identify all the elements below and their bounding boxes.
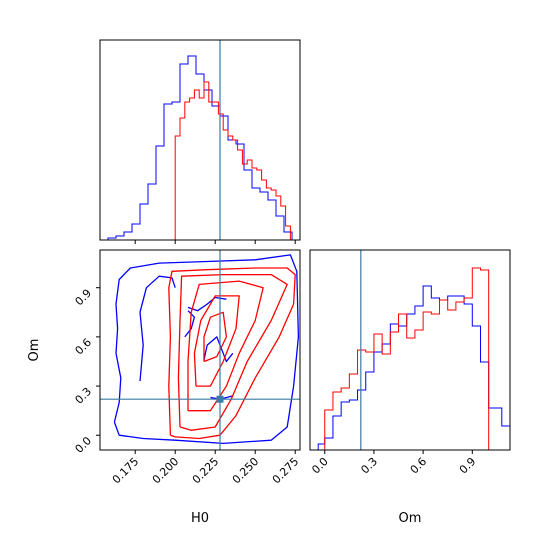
- om-y-tick-label: 0.0: [73, 434, 95, 456]
- contour-red-1: [177, 273, 288, 431]
- h0-tick-label: 0.175: [110, 455, 141, 486]
- contour-red-3: [193, 295, 240, 387]
- h0-tick-label: 0.250: [230, 455, 261, 486]
- om-hist-red-series: [324, 267, 490, 450]
- h0-tick-label: 0.275: [270, 455, 301, 486]
- om-y-axis-label: Om: [27, 339, 42, 362]
- panel-frame-top: [99, 39, 301, 241]
- om-histogram: [310, 250, 510, 450]
- h0-hist-red-series: [174, 81, 291, 240]
- om-y-tick-label: 0.9: [73, 287, 95, 309]
- h0-histogram: [100, 40, 300, 240]
- contour-red-4: [203, 311, 228, 363]
- contour-blue-2: [187, 296, 227, 312]
- om-x-tick-label: 0.6: [408, 455, 430, 477]
- om-x-tick-label: 0.3: [358, 455, 380, 477]
- om-y-tick-label: 0.3: [73, 385, 95, 407]
- h0-hist-blue-series: [100, 55, 300, 240]
- contour-blue-1: [139, 275, 176, 382]
- om-hist-blue-series: [310, 285, 510, 450]
- panel-frame-right: [309, 249, 511, 451]
- panel-frame-bottom: [99, 249, 301, 451]
- h0-om-contours: [100, 250, 300, 450]
- h0-tick-label: 0.200: [150, 455, 181, 486]
- om-x-axis-label: Om: [399, 511, 422, 526]
- om-x-tick-label: 0.0: [309, 455, 331, 477]
- om-y-tick-label: 0.6: [73, 336, 95, 358]
- h0-axis-label: H0: [191, 511, 209, 526]
- h0-tick-label: 0.225: [190, 455, 221, 486]
- contour-red-0: [168, 267, 296, 440]
- contour-red-2: [187, 280, 264, 412]
- om-x-tick-label: 0.9: [457, 455, 479, 477]
- contour-blue-0: [113, 254, 300, 445]
- truth-marker: [216, 395, 224, 403]
